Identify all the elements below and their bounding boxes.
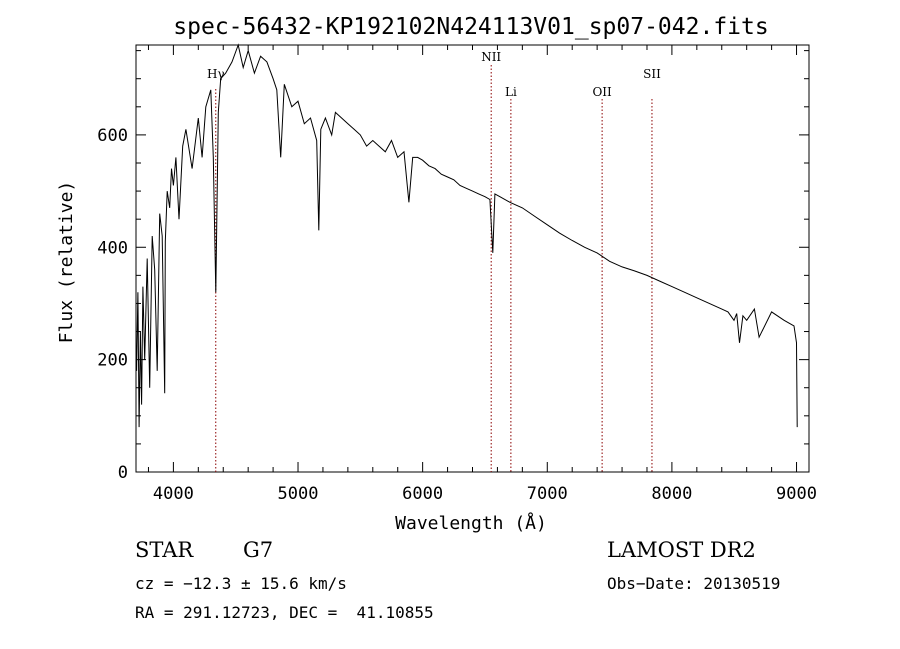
chart-title: spec-56432-KP192102N424113V01_sp07-042.f…	[173, 14, 768, 40]
spectral-subclass: G7	[243, 538, 274, 562]
y-tick-label: 400	[97, 238, 128, 258]
line-marker-label: SII	[643, 67, 661, 81]
y-tick-label: 200	[97, 351, 128, 371]
axis-ticks	[136, 45, 809, 473]
tick-labels: 4000 5000 6000 7000 8000 9000 0 200 400 600	[97, 126, 817, 504]
y-tick-label: 600	[97, 126, 128, 146]
survey-name: LAMOST DR2	[607, 538, 756, 562]
y-axis-label: Flux (relative)	[56, 181, 77, 344]
x-tick-label: 9000	[776, 484, 817, 504]
x-tick-label: 8000	[651, 484, 692, 504]
emission-lines: Hγ NII Li OII SII	[207, 50, 661, 472]
x-tick-label: 4000	[153, 484, 194, 504]
line-marker-label: OII	[592, 85, 612, 99]
y-tick-label: 0	[118, 463, 128, 483]
line-marker-label: Li	[505, 85, 517, 99]
plot-frame	[135, 44, 810, 473]
line-marker-label: Hγ	[207, 67, 225, 81]
x-tick-label: 7000	[527, 484, 568, 504]
x-tick-label: 5000	[278, 484, 319, 504]
spectrum-line	[136, 43, 798, 428]
obs-date: Obs−Date: 20130519	[607, 574, 781, 593]
redshift-cz: cz = −12.3 ± 15.6 km/s	[135, 574, 347, 593]
object-type: STAR	[135, 538, 194, 562]
x-tick-label: 6000	[402, 484, 443, 504]
coordinates: RA = 291.12723, DEC = 41.10855	[135, 603, 434, 622]
x-axis-label: Wavelength (Å)	[395, 512, 547, 534]
line-marker-label: NII	[481, 50, 501, 64]
